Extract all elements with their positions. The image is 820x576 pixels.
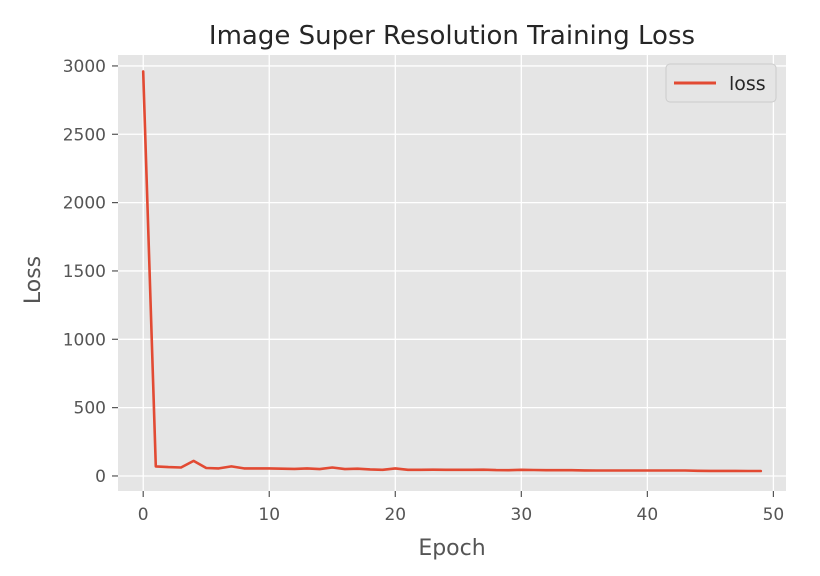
loss-data-point xyxy=(256,467,258,470)
loss-data-point xyxy=(445,469,447,471)
loss-data-point xyxy=(608,469,611,472)
loss-data-point xyxy=(218,467,220,470)
loss-data-point xyxy=(558,469,560,471)
x-tick-label: 30 xyxy=(511,505,533,525)
loss-data-point xyxy=(306,467,308,470)
loss-data-point xyxy=(747,470,749,472)
loss-data-point xyxy=(621,469,623,472)
loss-data-point xyxy=(344,468,346,470)
loss-data-point xyxy=(268,467,270,470)
loss-data-point xyxy=(482,469,485,471)
x-axis-label: Epoch xyxy=(418,536,485,561)
y-tick-label: 2000 xyxy=(63,194,106,214)
loss-data-point xyxy=(709,470,711,472)
plot-background xyxy=(118,55,786,491)
loss-data-point xyxy=(495,469,497,471)
x-tick-label: 20 xyxy=(384,505,406,525)
loss-data-point xyxy=(583,469,585,471)
loss-data-point xyxy=(470,469,472,471)
loss-data-point xyxy=(394,467,396,470)
loss-data-point xyxy=(193,460,195,462)
loss-data-point xyxy=(356,468,359,470)
loss-data-point xyxy=(520,469,522,471)
loss-data-point xyxy=(230,465,233,467)
loss-data-point xyxy=(697,470,699,472)
y-tick-label: 0 xyxy=(95,467,106,487)
loss-data-point xyxy=(243,467,245,470)
loss-data-point xyxy=(571,469,573,471)
loss-data-point xyxy=(760,470,762,472)
legend: loss xyxy=(665,63,777,103)
loss-data-point xyxy=(533,469,535,471)
loss-data-point xyxy=(331,466,333,469)
loss-data-point xyxy=(407,469,409,471)
x-tick-label: 50 xyxy=(763,505,785,525)
x-tick-label: 40 xyxy=(637,505,659,525)
loss-data-point xyxy=(646,469,648,472)
y-tick-label: 1000 xyxy=(63,330,106,350)
y-tick-label: 500 xyxy=(74,399,106,419)
loss-data-point xyxy=(659,469,661,472)
loss-data-point xyxy=(671,469,674,472)
loss-data-point xyxy=(596,469,598,472)
loss-data-point xyxy=(419,469,422,471)
loss-data-point xyxy=(293,468,296,470)
loss-data-point xyxy=(142,70,144,73)
loss-data-point xyxy=(545,469,548,471)
chart-title: Image Super Resolution Training Loss xyxy=(209,21,695,51)
loss-data-point xyxy=(457,469,459,471)
series-layer xyxy=(141,70,763,473)
y-tick-label: 2500 xyxy=(63,125,106,145)
loss-data-point xyxy=(167,466,170,468)
loss-data-point xyxy=(382,469,384,471)
legend-label: loss xyxy=(729,73,766,95)
loss-data-point xyxy=(684,469,686,472)
y-axis-label: Loss xyxy=(21,256,46,304)
x-tick-label: 0 xyxy=(138,505,149,525)
loss-data-point xyxy=(369,468,371,471)
loss-data-point xyxy=(205,467,207,469)
loss-data-point xyxy=(180,466,182,469)
loss-data-point xyxy=(319,468,321,470)
y-tick-label: 1500 xyxy=(63,262,106,282)
loss-data-point xyxy=(281,468,283,470)
loss-data-point xyxy=(734,470,737,472)
x-tick-label: 10 xyxy=(258,505,280,525)
loss-data-point xyxy=(722,470,724,472)
loss-data-point xyxy=(432,469,434,471)
loss-series-line xyxy=(141,70,763,473)
loss-data-point xyxy=(155,465,157,467)
loss-data-point xyxy=(508,469,510,471)
loss-data-point xyxy=(634,469,636,472)
legend-box xyxy=(665,63,777,103)
y-tick-label: 3000 xyxy=(63,57,106,77)
